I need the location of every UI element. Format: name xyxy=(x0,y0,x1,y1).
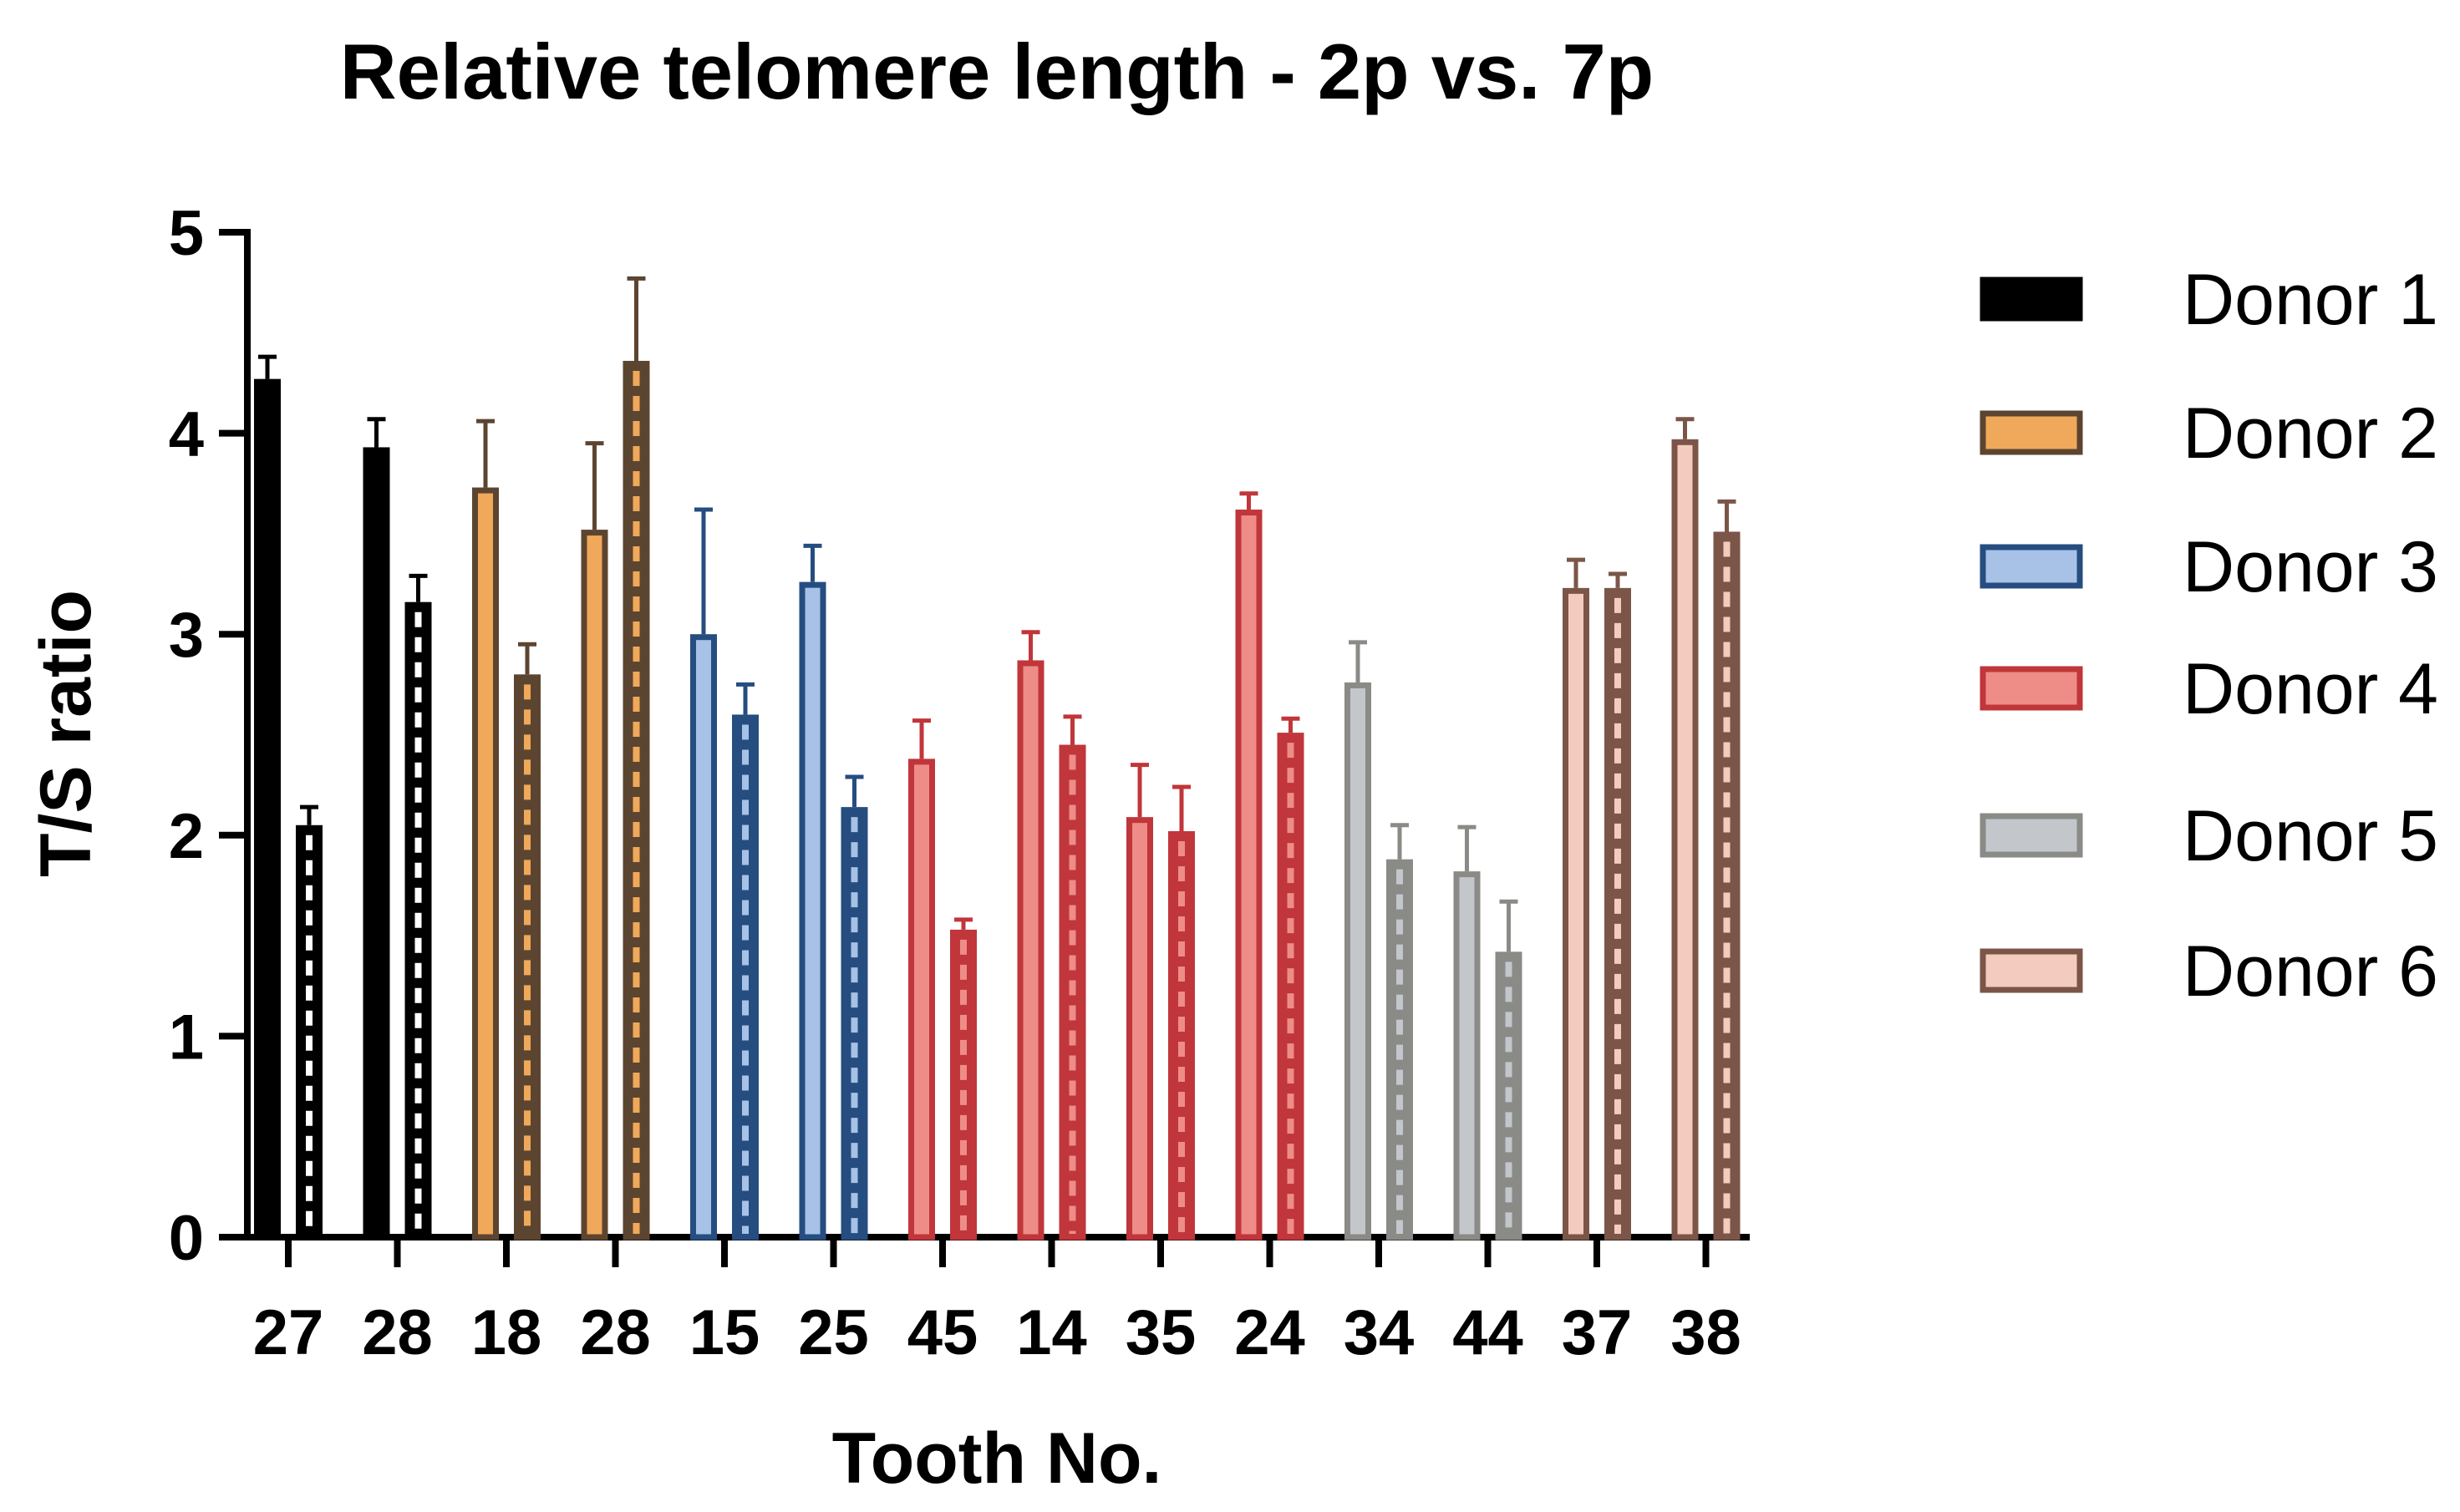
bar-group-2p xyxy=(799,543,826,1241)
x-axis-label: Tooth No. xyxy=(832,1418,1162,1499)
bar-group-2p xyxy=(1235,491,1263,1241)
bar-2p xyxy=(472,487,499,1241)
legend-label: Donor 6 xyxy=(2183,931,2438,1012)
x-tick-label: 37 xyxy=(1562,1297,1633,1368)
x-tick-label: 28 xyxy=(580,1297,651,1368)
bar-group-2p xyxy=(908,718,935,1241)
y-tick-label: 0 xyxy=(169,1203,204,1274)
legend-swatch xyxy=(1980,544,2083,589)
bar-2p xyxy=(1563,587,1589,1241)
legend-item: Donor 6 xyxy=(1980,931,2438,1012)
y-tick-label: 5 xyxy=(169,198,204,269)
x-tick-label: 38 xyxy=(1670,1297,1741,1368)
bar-group-2p xyxy=(472,419,499,1241)
x-tick-label: 34 xyxy=(1344,1297,1415,1368)
bar-group-2p xyxy=(1126,763,1153,1241)
legend-label: Donor 4 xyxy=(2183,649,2438,729)
bar-group-7p xyxy=(514,642,541,1241)
x-tick-label: 14 xyxy=(1016,1297,1087,1368)
bar-group-2p xyxy=(1671,417,1699,1241)
x-tick-label: 45 xyxy=(907,1297,978,1368)
legend-item: Donor 2 xyxy=(1980,393,2438,474)
bar-2p xyxy=(1126,817,1153,1241)
bar-group-7p xyxy=(1277,716,1304,1241)
legend-label: Donor 2 xyxy=(2183,393,2438,474)
legend-swatch xyxy=(1980,410,2083,455)
x-tick-label: 27 xyxy=(253,1297,324,1368)
legend-label: Donor 1 xyxy=(2183,260,2438,340)
bar-7p xyxy=(950,929,977,1241)
x-tick-label: 44 xyxy=(1452,1297,1523,1368)
legend-item: Donor 3 xyxy=(1980,527,2438,607)
x-tick-label: 35 xyxy=(1126,1297,1197,1368)
bar-2p xyxy=(1235,510,1263,1241)
bar-group-7p xyxy=(1604,571,1631,1241)
x-tick-label: 18 xyxy=(471,1297,542,1368)
bar-group-7p xyxy=(1386,823,1413,1241)
legend-swatch xyxy=(1980,813,2083,858)
bar-2p xyxy=(581,530,608,1241)
bar-group-7p xyxy=(950,917,977,1241)
y-tick-label: 4 xyxy=(169,399,204,470)
bar-2p xyxy=(908,759,935,1241)
bar-group-7p xyxy=(1713,499,1741,1241)
bar-7p xyxy=(1277,733,1304,1241)
bar-2p xyxy=(254,378,281,1241)
x-tick-label: 28 xyxy=(362,1297,433,1368)
bar-2p xyxy=(690,634,717,1241)
legend-label: Donor 5 xyxy=(2183,796,2438,876)
bar-group-7p xyxy=(841,774,868,1241)
chart-title: Relative telomere length - 2p vs. 7p xyxy=(340,28,1654,115)
legend: Donor 1 Donor 2 Donor 3 Donor 4 Donor 5 Donor… xyxy=(1980,260,2438,1012)
bar-group-2p xyxy=(1344,640,1371,1241)
bar-2p xyxy=(363,447,390,1241)
y-tick-label: 3 xyxy=(169,600,204,671)
legend-swatch xyxy=(1980,666,2083,711)
bar-group-2p xyxy=(1453,824,1481,1241)
legend-label: Donor 3 xyxy=(2183,527,2438,607)
legend-item: Donor 5 xyxy=(1980,796,2438,876)
bar-group-2p xyxy=(690,507,717,1241)
bar-group-2p xyxy=(254,354,281,1241)
legend-item: Donor 4 xyxy=(1980,649,2438,729)
bar-group-2p xyxy=(1017,630,1044,1241)
bar-group-2p xyxy=(581,441,608,1241)
bar-group-7p xyxy=(732,682,759,1241)
bar-2p xyxy=(1017,660,1044,1241)
bar-group-2p xyxy=(363,417,390,1241)
y-tick-label: 1 xyxy=(169,1002,204,1073)
bar-2p xyxy=(1671,439,1699,1241)
bar-2p xyxy=(1453,871,1481,1241)
x-tick-label: 24 xyxy=(1234,1297,1305,1368)
bar-2p xyxy=(1344,682,1371,1241)
y-axis-label: T/S ratio xyxy=(26,590,106,877)
legend-swatch xyxy=(1980,277,2083,322)
bar-group-7p xyxy=(623,276,650,1241)
bar-group-7p xyxy=(1168,784,1195,1241)
x-tick-label: 15 xyxy=(689,1297,760,1368)
legend-swatch xyxy=(1980,948,2083,993)
bar-2p xyxy=(799,581,826,1241)
y-tick-label: 2 xyxy=(169,801,204,872)
legend-item: Donor 1 xyxy=(1980,260,2438,340)
bar-group-7p xyxy=(404,573,432,1241)
bar-group-7p xyxy=(1495,899,1522,1241)
bar-group-7p xyxy=(1059,714,1086,1241)
x-tick-label: 25 xyxy=(798,1297,869,1368)
bar-group-7p xyxy=(296,804,323,1241)
bar-group-2p xyxy=(1563,557,1589,1241)
